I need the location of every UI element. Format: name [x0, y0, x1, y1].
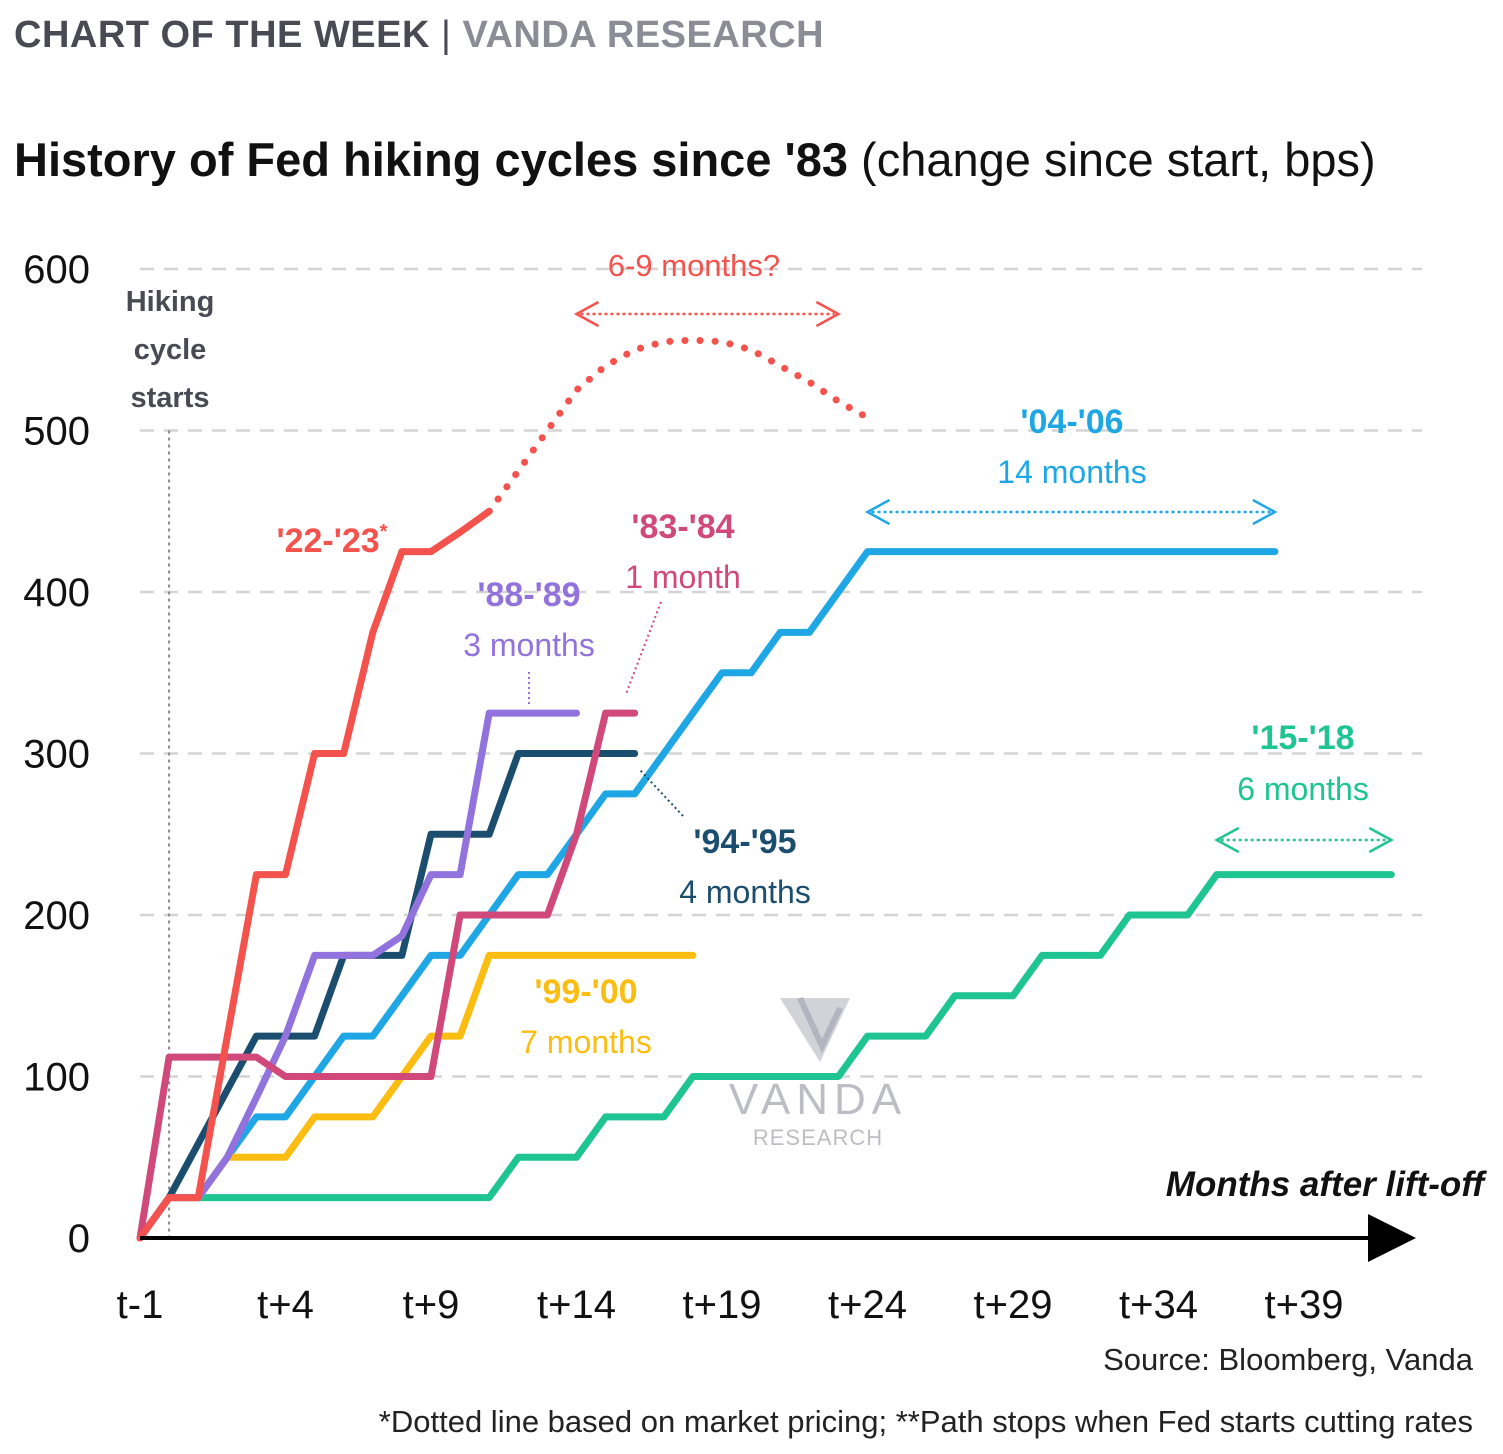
series-line-04-06: [136, 548, 1279, 1242]
series-duration-99-00: 7 months: [520, 1024, 652, 1060]
leader-line: [639, 769, 684, 817]
x-axis-label: Months after lift-off: [1166, 1165, 1488, 1204]
series-projection-22-23: [485, 336, 871, 515]
y-tick-label: 400: [23, 571, 90, 615]
footnote: *Dotted line based on market pricing; **…: [378, 1404, 1473, 1439]
y-tick-label: 300: [23, 733, 90, 777]
series-label-04-06: '04-'06: [1020, 403, 1123, 441]
duration-arrow: [864, 498, 1278, 526]
series-label-22-23: '22-'23*: [277, 521, 388, 560]
series-label-94-95: '94-'95: [693, 823, 796, 861]
x-tick-label: t+9: [403, 1283, 460, 1327]
cycle-start-label: cycle: [134, 334, 207, 366]
cycle-start-label: Hiking: [126, 286, 215, 318]
chart-title: History of Fed hiking cycles since '83 (…: [14, 132, 1376, 187]
watermark-logo: VANDA RESEARCH: [729, 996, 907, 1150]
watermark-text-main: VANDA: [729, 1075, 907, 1124]
x-tick-label: t+14: [537, 1283, 616, 1327]
series-label-99-00: '99-'00: [534, 973, 637, 1011]
x-tick-label: t+24: [828, 1283, 907, 1327]
brand-separator: |: [441, 14, 452, 56]
y-tick-label: 200: [23, 894, 90, 938]
projection-duration-label: 6-9 months?: [608, 248, 780, 283]
series-label-88-89: '88-'89: [477, 576, 580, 614]
x-tick-label: t+19: [683, 1283, 762, 1327]
chart-title-bold: History of Fed hiking cycles since '83: [14, 133, 848, 186]
x-tick-label: t+4: [257, 1283, 314, 1327]
brand-right: VANDA RESEARCH: [462, 14, 825, 56]
y-tick-label: 500: [23, 410, 90, 454]
brand-left: CHART OF THE WEEK: [14, 14, 430, 56]
series-line-88-89: [136, 709, 580, 1242]
duration-arrow: [573, 300, 842, 328]
series-duration-04-06: 14 months: [997, 454, 1146, 490]
series-label-15-18: '15-'18: [1251, 719, 1354, 757]
series-duration-94-95: 4 months: [679, 874, 811, 910]
x-tick-label: t+34: [1119, 1283, 1198, 1327]
series-duration-83-84: 1 month: [625, 559, 741, 595]
series-line-94-95: [136, 750, 639, 1242]
watermark-text-sub: RESEARCH: [753, 1125, 883, 1150]
leader-line: [625, 601, 662, 695]
y-tick-label: 0: [68, 1217, 90, 1261]
brand-header: CHART OF THE WEEK | VANDA RESEARCH: [14, 14, 824, 57]
source-note: Source: Bloomberg, Vanda: [1103, 1342, 1473, 1377]
series-duration-88-89: 3 months: [463, 627, 595, 663]
series-label-83-84: '83-'84: [631, 508, 734, 546]
y-tick-label: 600: [23, 248, 90, 292]
chart-title-rest: (change since start, bps): [861, 133, 1376, 186]
x-tick-label: t+29: [974, 1283, 1053, 1327]
series-duration-15-18: 6 months: [1237, 771, 1369, 807]
y-tick-label: 100: [23, 1056, 90, 1100]
cycle-start-label: starts: [131, 382, 210, 414]
series-line-15-18: [136, 871, 1395, 1242]
duration-arrow: [1214, 826, 1394, 854]
series-line-22-23: [136, 507, 493, 1242]
x-tick-label: t+39: [1265, 1283, 1344, 1327]
x-tick-label: t-1: [117, 1283, 164, 1327]
